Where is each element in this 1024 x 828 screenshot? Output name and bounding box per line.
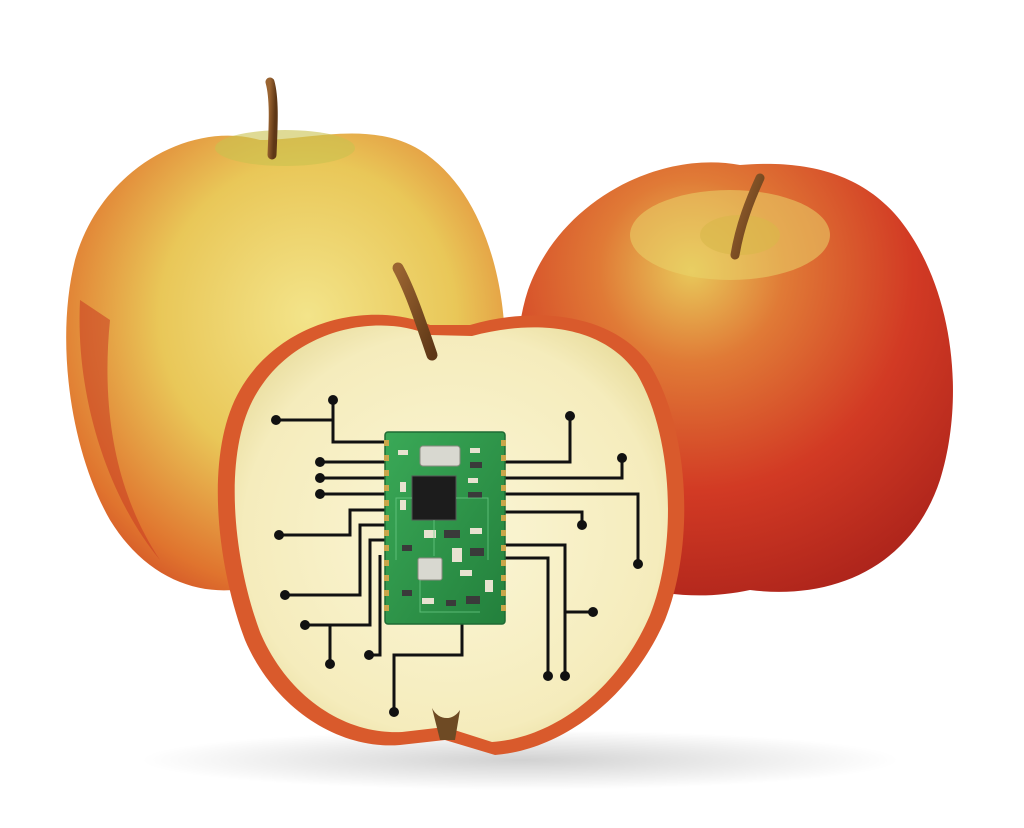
trace-right-2	[500, 460, 624, 480]
trace-dot	[617, 453, 627, 463]
left-apple-blush	[79, 300, 160, 560]
pcb-components	[398, 448, 493, 606]
ground-shadow	[140, 730, 900, 790]
trace-dot	[565, 411, 575, 421]
trace-right-3	[500, 492, 640, 563]
trace-dot	[315, 489, 325, 499]
trace-dot	[328, 395, 338, 405]
pcb-copper-traces	[395, 497, 489, 613]
trace-dot	[364, 650, 374, 660]
trace-dot	[315, 473, 325, 483]
trace-right-6	[505, 556, 550, 675]
right-apple-stem	[730, 173, 765, 260]
circuit-trace-endpoints	[271, 395, 643, 717]
left-apple-stem	[265, 77, 278, 160]
trace-dot	[271, 415, 281, 425]
halved-apple-stem	[392, 262, 438, 361]
trace-dot	[300, 620, 310, 630]
pcb-crystal	[419, 445, 461, 467]
trace-left-7	[286, 523, 388, 597]
trace-dot	[588, 607, 598, 617]
trace-right-5	[505, 543, 592, 614]
pcb-edge-pads	[384, 440, 506, 611]
trace-dot	[280, 590, 290, 600]
trace-dot	[274, 530, 284, 540]
trace-dot	[389, 707, 399, 717]
circuit-traces	[278, 400, 640, 710]
circuit-board	[384, 431, 506, 625]
trace-left-1	[331, 400, 385, 444]
trace-dot	[560, 671, 570, 681]
halved-apple-calyx	[432, 708, 460, 740]
trace-dot	[543, 671, 553, 681]
left-apple-calyx-hollow	[215, 130, 355, 166]
trace-left-8	[306, 538, 388, 627]
pcb-main-chip	[411, 475, 457, 521]
trace-dot	[325, 659, 335, 669]
trace-dot	[315, 457, 325, 467]
trace-dot	[633, 559, 643, 569]
trace-bottom-1	[392, 622, 464, 710]
trace-right-1	[500, 418, 572, 464]
trace-left-6	[280, 508, 388, 537]
trace-dot	[577, 520, 587, 530]
